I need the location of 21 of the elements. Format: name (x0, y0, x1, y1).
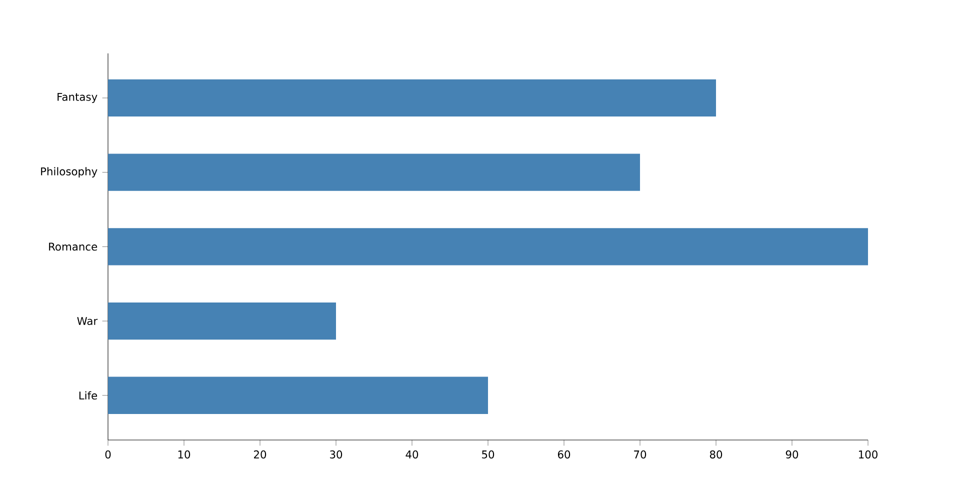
y-tick-label: Philosophy (41, 167, 98, 178)
bar (108, 376, 488, 414)
x-tick-label: 30 (330, 450, 342, 458)
bar (108, 79, 716, 117)
x-tick-label: 20 (254, 450, 266, 458)
y-tick-label: Life (79, 391, 98, 400)
bar (108, 228, 868, 266)
y-tick-label: War (77, 317, 98, 325)
x-tick-label: 60 (558, 450, 570, 458)
x-tick-label: 80 (710, 450, 722, 458)
x-tick-label: 50 (482, 450, 494, 458)
y-tick-label: Fantasy (58, 92, 98, 103)
x-tick-label: 0 (105, 450, 111, 458)
x-tick-label: 90 (786, 450, 798, 458)
x-tick-label: 100 (859, 450, 878, 458)
bar (108, 302, 336, 340)
x-tick-label: 10 (178, 450, 190, 458)
x-tick-label: 70 (634, 450, 646, 458)
x-tick-label: 40 (406, 450, 418, 458)
y-tick-label: Romance (49, 242, 98, 251)
bar (108, 154, 640, 191)
